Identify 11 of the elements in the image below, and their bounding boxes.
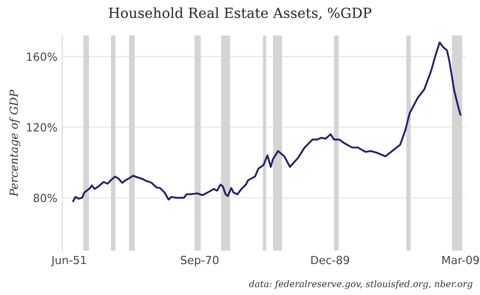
x-tick-label: Jun-51 [50,256,86,266]
x-tick-label: Sep-70 [180,256,218,266]
x-tick-label: Mar-09 [442,256,479,264]
y-tick-label: 160% [26,52,57,61]
text: data: federalreserve.gov, stlouisfed.org, nber.org [249,280,472,290]
y-tick-label: 80% [34,194,57,202]
x-tick-label: Dec-89 [311,256,350,264]
y-tick-label: 120% [26,123,57,132]
line-series [72,42,462,202]
y-axis-title: Percentage of GDP [9,90,20,197]
chart-title: Household Real Estate Assets, %GDP [108,7,372,20]
